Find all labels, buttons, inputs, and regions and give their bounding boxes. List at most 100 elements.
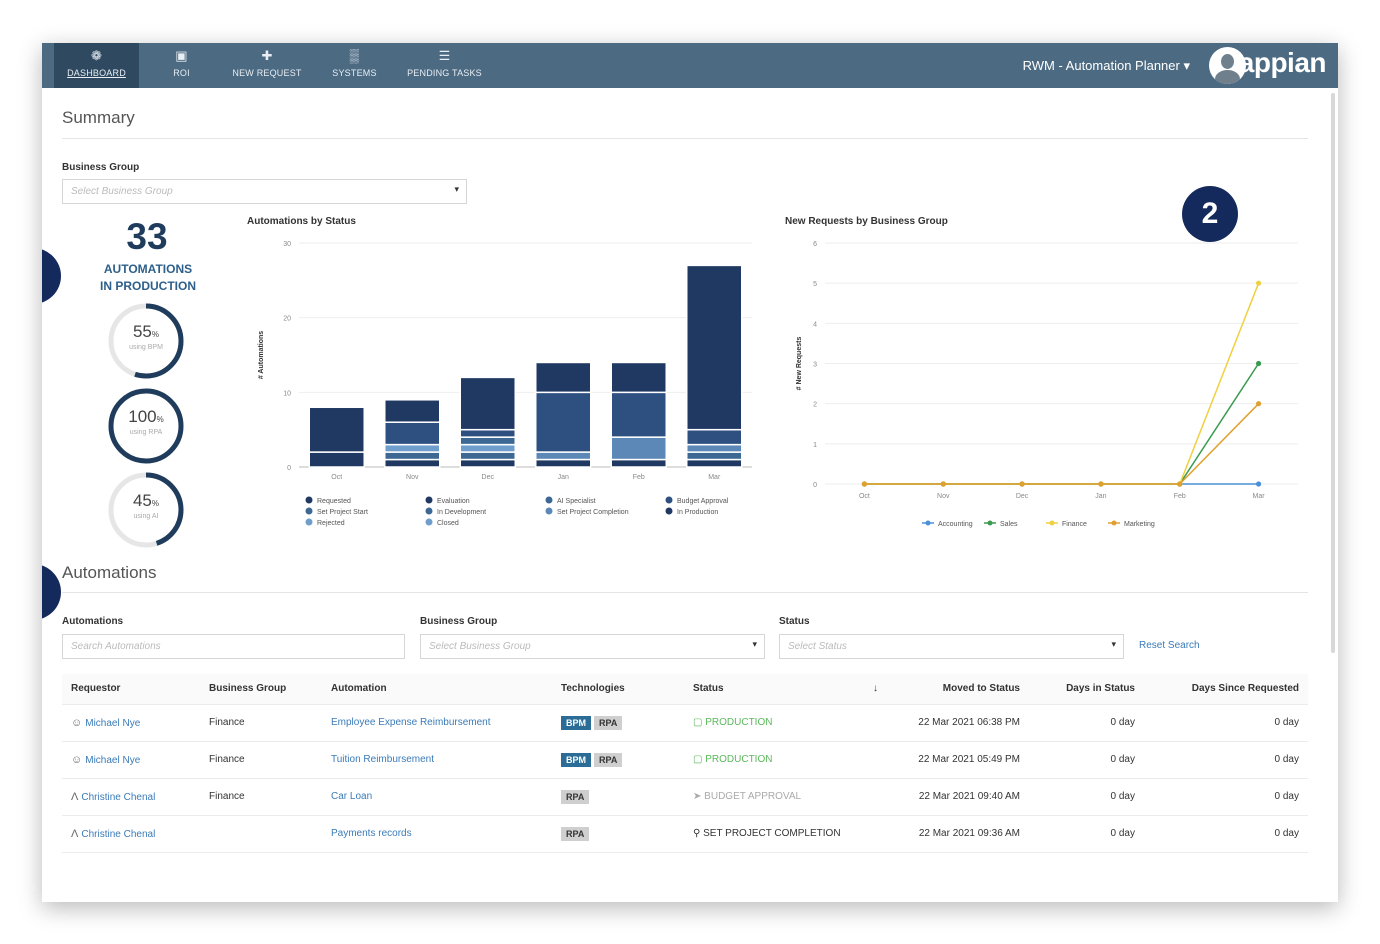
- user-avatar[interactable]: [1209, 47, 1246, 84]
- legend-swatch: [305, 507, 313, 515]
- status-text: PRODUCTION: [705, 717, 773, 728]
- chevron-down-icon: ▾: [454, 184, 459, 194]
- donut-caption: using RPA: [129, 429, 163, 436]
- col-days-since-requested[interactable]: Days Since Requested: [1144, 674, 1308, 705]
- bar-segment: [384, 458, 441, 468]
- y-tick-label: 4: [813, 321, 817, 328]
- bar-segment: [686, 451, 743, 461]
- requestor-link[interactable]: ☺ Michael Nye: [71, 717, 140, 729]
- search-automations-input[interactable]: Search Automations: [62, 634, 405, 659]
- col-status[interactable]: Status: [684, 674, 864, 705]
- bar-segment: [535, 458, 592, 468]
- tasks-icon: ☰: [438, 48, 451, 63]
- bar-segment: [384, 421, 441, 446]
- x-tick-label: Dec: [1016, 493, 1029, 500]
- donut-percent-value: 100: [128, 407, 157, 426]
- table-row[interactable]: ☺ Michael Nye Finance Employee Expense Reim…: [62, 704, 1308, 742]
- tech-badge-bpm: BPM: [561, 752, 591, 767]
- kpi-automations-label: AUTOMATIONS IN PRODUCTION: [88, 261, 208, 295]
- col-business-group[interactable]: Business Group: [200, 674, 322, 705]
- nav-dashboard[interactable]: ❁ DASHBOARD: [54, 43, 139, 88]
- legend-label: AI Specialist: [557, 498, 596, 505]
- automation-link[interactable]: Employee Expense Reimbursement: [322, 704, 552, 742]
- nav-new-request[interactable]: ✚ NEW REQUEST: [222, 43, 312, 88]
- donut-caption: using AI: [133, 513, 159, 520]
- business-group-cell: Finance: [200, 741, 322, 779]
- moved-to-status-cell: 22 Mar 2021 05:49 PM: [887, 741, 1029, 779]
- y-axis-label: # Automations: [258, 331, 265, 379]
- filter-status-select[interactable]: Select Status ▾: [779, 634, 1124, 659]
- donut-gauge: 45% using AI: [106, 470, 186, 550]
- bar-segment: [686, 428, 743, 446]
- requestor-link[interactable]: Ʌ Christine Chenal: [71, 827, 155, 840]
- summary-divider: [62, 138, 1308, 139]
- col-automation[interactable]: Automation: [322, 674, 552, 705]
- requestor-cell: Ʌ Christine Chenal: [62, 815, 200, 853]
- reset-search-link[interactable]: Reset Search: [1139, 640, 1200, 651]
- requestor-name: Michael Nye: [85, 754, 141, 766]
- col-requestor[interactable]: Requestor: [62, 674, 200, 705]
- col-technologies[interactable]: Technologies: [552, 674, 684, 705]
- status-icon: ▢: [693, 717, 703, 728]
- col-days-in-status[interactable]: Days in Status: [1029, 674, 1144, 705]
- scrollbar[interactable]: [1331, 93, 1335, 653]
- search-automations-placeholder: Search Automations: [71, 641, 161, 652]
- nav-roi[interactable]: ▣ ROI: [154, 43, 209, 88]
- search-automations-label: Automations: [62, 616, 124, 627]
- bar-segment: [459, 428, 516, 438]
- x-tick-label: Jan: [558, 474, 569, 481]
- tech-badge-rpa: RPA: [594, 752, 623, 767]
- table-row[interactable]: ☺ Michael Nye Finance Tuition Reimbursement…: [62, 741, 1308, 779]
- top-navigation-bar: ❁ DASHBOARD ▣ ROI ✚ NEW REQUEST ▒ SYSTEM…: [42, 43, 1338, 88]
- account-menu[interactable]: RWM - Automation Planner ▾: [1022, 58, 1190, 73]
- filter-business-group-select[interactable]: Select Business Group ▾: [420, 634, 765, 659]
- col-moved-to-status[interactable]: Moved to Status: [887, 674, 1029, 705]
- nav-systems[interactable]: ▒ SYSTEMS: [322, 43, 387, 88]
- business-group-select[interactable]: Select Business Group ▾: [62, 179, 467, 204]
- x-tick-label: Mar: [1253, 493, 1266, 500]
- days-since-requested-cell: 0 day: [1144, 741, 1308, 779]
- donut-fill: [108, 472, 184, 548]
- nav-systems-label: SYSTEMS: [332, 68, 377, 78]
- person-icon: Ʌ: [71, 827, 79, 840]
- tech-badge-rpa: RPA: [561, 826, 590, 841]
- automation-link[interactable]: Tuition Reimbursement: [322, 741, 552, 779]
- business-group-cell: Finance: [200, 704, 322, 742]
- bar-segment: [535, 391, 592, 453]
- requestor-link[interactable]: Ʌ Christine Chenal: [71, 791, 155, 803]
- status-icon: ➤: [693, 791, 702, 802]
- callout-badge-2: 2: [1182, 186, 1238, 242]
- x-tick-label: Feb: [1174, 493, 1186, 500]
- table-row[interactable]: Ʌ Christine Chenal Payments records RPA ⚲ SE…: [62, 815, 1308, 853]
- x-tick-label: Mar: [708, 474, 721, 481]
- status-cell: ➤ BUDGET APPROVAL: [684, 778, 864, 816]
- legend-swatch: [305, 496, 313, 504]
- x-tick-label: Oct: [859, 493, 870, 500]
- requestor-link[interactable]: ☺ Michael Nye: [71, 754, 141, 766]
- automation-link[interactable]: Car Loan: [322, 778, 552, 816]
- legend-label: Closed: [437, 520, 459, 527]
- bar-segment: [610, 458, 667, 468]
- legend-label: In Development: [437, 509, 486, 516]
- legend-marker: [987, 520, 993, 526]
- data-point: [1255, 481, 1262, 487]
- kpi-label-line2: IN PRODUCTION: [100, 279, 196, 293]
- automation-link[interactable]: Payments records: [322, 815, 552, 853]
- legend-label: Budget Approval: [677, 498, 729, 505]
- status-icon: ▢: [693, 754, 703, 765]
- sort-arrow-icon[interactable]: ↓: [864, 674, 887, 705]
- table-row[interactable]: Ʌ Christine Chenal Finance Car Loan RPA ➤ BUD…: [62, 778, 1308, 816]
- automations-title: Automations: [62, 563, 157, 582]
- tech-badge-rpa: RPA: [561, 789, 590, 804]
- callout-badge-1: 1: [42, 248, 61, 304]
- legend-label: Marketing: [1124, 521, 1155, 528]
- tech-badge-rpa: RPA: [594, 715, 623, 730]
- legend-swatch: [665, 496, 673, 504]
- legend-label: Accounting: [938, 521, 973, 528]
- days-since-requested-cell: 0 day: [1144, 815, 1308, 853]
- data-point: [1255, 280, 1262, 286]
- bar-segment: [535, 361, 592, 394]
- y-tick-label: 2: [813, 402, 817, 409]
- nav-pending-tasks[interactable]: ☰ PENDING TASKS: [397, 43, 492, 88]
- bar-segment: [686, 458, 743, 468]
